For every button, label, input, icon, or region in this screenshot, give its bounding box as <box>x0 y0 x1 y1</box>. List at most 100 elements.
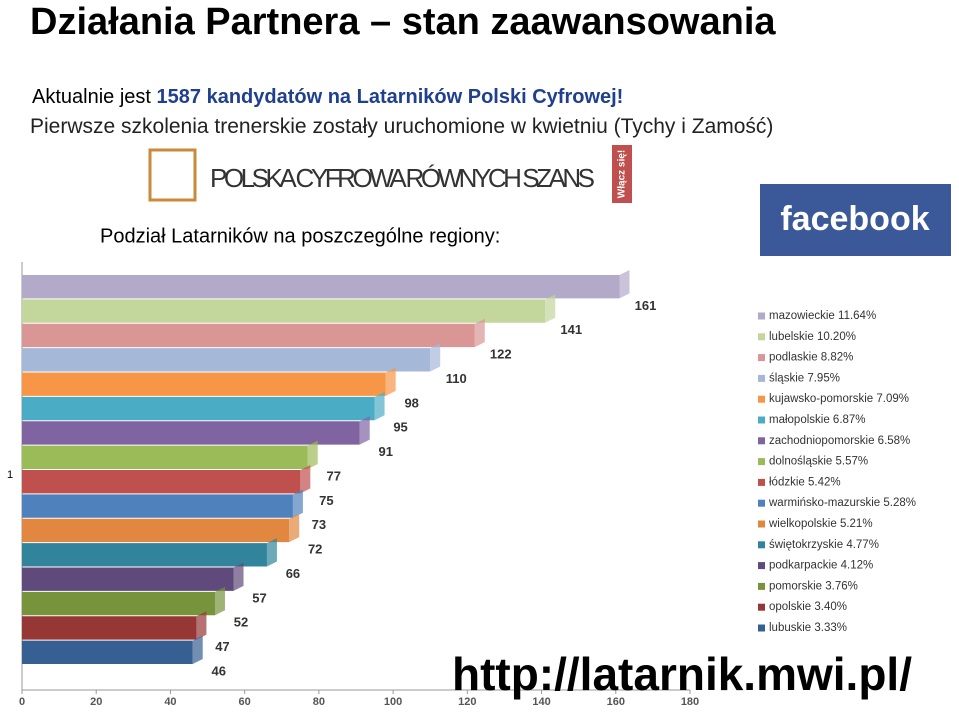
legend-label: podkarpackie 4.12% <box>769 560 873 572</box>
bar <box>22 348 431 372</box>
value-label: 47 <box>215 639 229 654</box>
x-tick-label: 80 <box>313 696 325 708</box>
logo: POLSKA CYFROWA RÓWNYCH SZANS Włącz się! <box>148 145 632 203</box>
bar-depth <box>289 513 300 543</box>
bar <box>22 616 197 640</box>
legend-label: opolskie 3.40% <box>769 601 847 613</box>
bar <box>22 299 546 323</box>
training-box: Pierwsze szkolenia trenerskie zostały ur… <box>30 115 774 138</box>
bar <box>22 591 215 616</box>
value-label: 161 <box>635 298 657 313</box>
x-tick-label: 60 <box>239 696 251 708</box>
legend-swatch <box>758 395 765 403</box>
intro-prefix: Aktualnie jest <box>32 86 151 108</box>
value-label: 77 <box>327 468 341 483</box>
bar-depth <box>385 367 396 396</box>
logo-badge: Włącz się! <box>617 150 628 198</box>
value-label: 122 <box>490 347 512 362</box>
bar <box>22 421 360 445</box>
legend-label: świętokrzyskie 4.77% <box>769 539 879 551</box>
x-tick-label: 20 <box>90 696 102 708</box>
value-label: 75 <box>319 493 333 508</box>
legend-label: pomorskie 3.76% <box>769 580 858 592</box>
value-label: 46 <box>211 663 225 678</box>
x-tick-label: 180 <box>681 696 699 708</box>
x-tick-label: 100 <box>384 696 402 708</box>
bar-depth <box>300 465 311 494</box>
bar-depth <box>359 416 370 445</box>
legend-swatch <box>758 354 765 362</box>
value-label: 141 <box>560 322 582 337</box>
legend-swatch <box>758 416 765 424</box>
legend-swatch <box>758 562 765 570</box>
bar <box>22 396 375 421</box>
bar <box>22 470 301 494</box>
training: Pierwsze szkolenia trenerskie zostały ur… <box>30 115 774 138</box>
legend-swatch <box>758 312 765 320</box>
intro-bold: 1587 kandydatów na Latarników Polski Cyf… <box>157 86 624 108</box>
value-label: 91 <box>378 444 392 459</box>
bar <box>22 275 620 299</box>
bar-depth <box>292 489 303 518</box>
bar-depth <box>374 391 385 421</box>
legend-label: lubelskie 10.20% <box>769 331 856 343</box>
value-label: 57 <box>252 590 266 605</box>
x-tick-label: 0 <box>19 696 25 708</box>
x-tick-label: 40 <box>164 696 176 708</box>
bar-depth <box>430 343 441 372</box>
legend-swatch <box>758 603 765 611</box>
bar-depth <box>474 318 485 348</box>
value-label: 98 <box>404 395 418 410</box>
bar <box>22 567 234 591</box>
bar <box>22 640 193 664</box>
bar <box>22 372 386 396</box>
x-tick-label: 140 <box>532 696 550 708</box>
bar <box>22 445 308 469</box>
bar <box>22 494 293 518</box>
value-label: 110 <box>446 371 467 386</box>
logo-icon <box>148 148 197 202</box>
bar-depth <box>233 562 244 591</box>
legend-label: łódzkie 5.42% <box>769 476 841 488</box>
legend-label: mazowieckie 11.64% <box>769 310 876 322</box>
legend-label: warmińsko-mazurskie 5.28% <box>768 497 916 509</box>
bar-depth <box>619 270 630 299</box>
value-label: 52 <box>234 615 248 630</box>
bar-depth <box>214 586 225 616</box>
legend-label: lubuskie 3.33% <box>769 622 847 634</box>
bar <box>22 543 267 567</box>
bar-depth <box>196 611 207 640</box>
legend-label: małopolskie 6.87% <box>769 414 866 426</box>
value-label: 72 <box>308 542 322 557</box>
legend-label: dolnośląskie 5.57% <box>769 456 868 468</box>
legend-label: podlaskie 8.82% <box>769 352 853 364</box>
x-tick-label: 120 <box>458 696 476 708</box>
bar-depth <box>545 294 556 323</box>
legend-swatch <box>758 541 765 549</box>
legend-label: kujawsko-pomorskie 7.09% <box>769 393 909 405</box>
value-label: 95 <box>393 420 407 435</box>
logo-text: POLSKA CYFROWA RÓWNYCH SZANS <box>210 163 595 193</box>
bar-depth <box>266 538 277 567</box>
category-axis-label: 1 <box>7 469 13 481</box>
legend-swatch <box>758 478 765 486</box>
value-label: 66 <box>286 566 300 581</box>
legend-swatch <box>758 437 765 445</box>
title: Działania Partnera – stan zaawansowania <box>30 1 776 43</box>
value-label: 73 <box>312 517 326 532</box>
intro: Aktualnie jest 1587 kandydatów na Latarn… <box>32 86 623 108</box>
url: http://latarnik.mwi.pl/ <box>452 648 912 700</box>
bar <box>22 518 290 543</box>
legend-swatch <box>758 520 765 528</box>
legend-swatch <box>758 624 765 632</box>
facebook-text: facebook <box>780 200 929 238</box>
facebook-logo <box>760 184 951 256</box>
legend-swatch <box>758 458 765 466</box>
legend-swatch <box>758 499 765 507</box>
plot: 0 20 40 60 80 100 120 140 160 180 161 mazowieckie 1… <box>19 270 916 708</box>
legend-label: zachodniopomorskie 6.58% <box>769 435 910 447</box>
bar-depth <box>192 635 203 664</box>
x-tick-label: 160 <box>607 696 625 708</box>
legend-label: śląskie 7.95% <box>769 372 840 384</box>
